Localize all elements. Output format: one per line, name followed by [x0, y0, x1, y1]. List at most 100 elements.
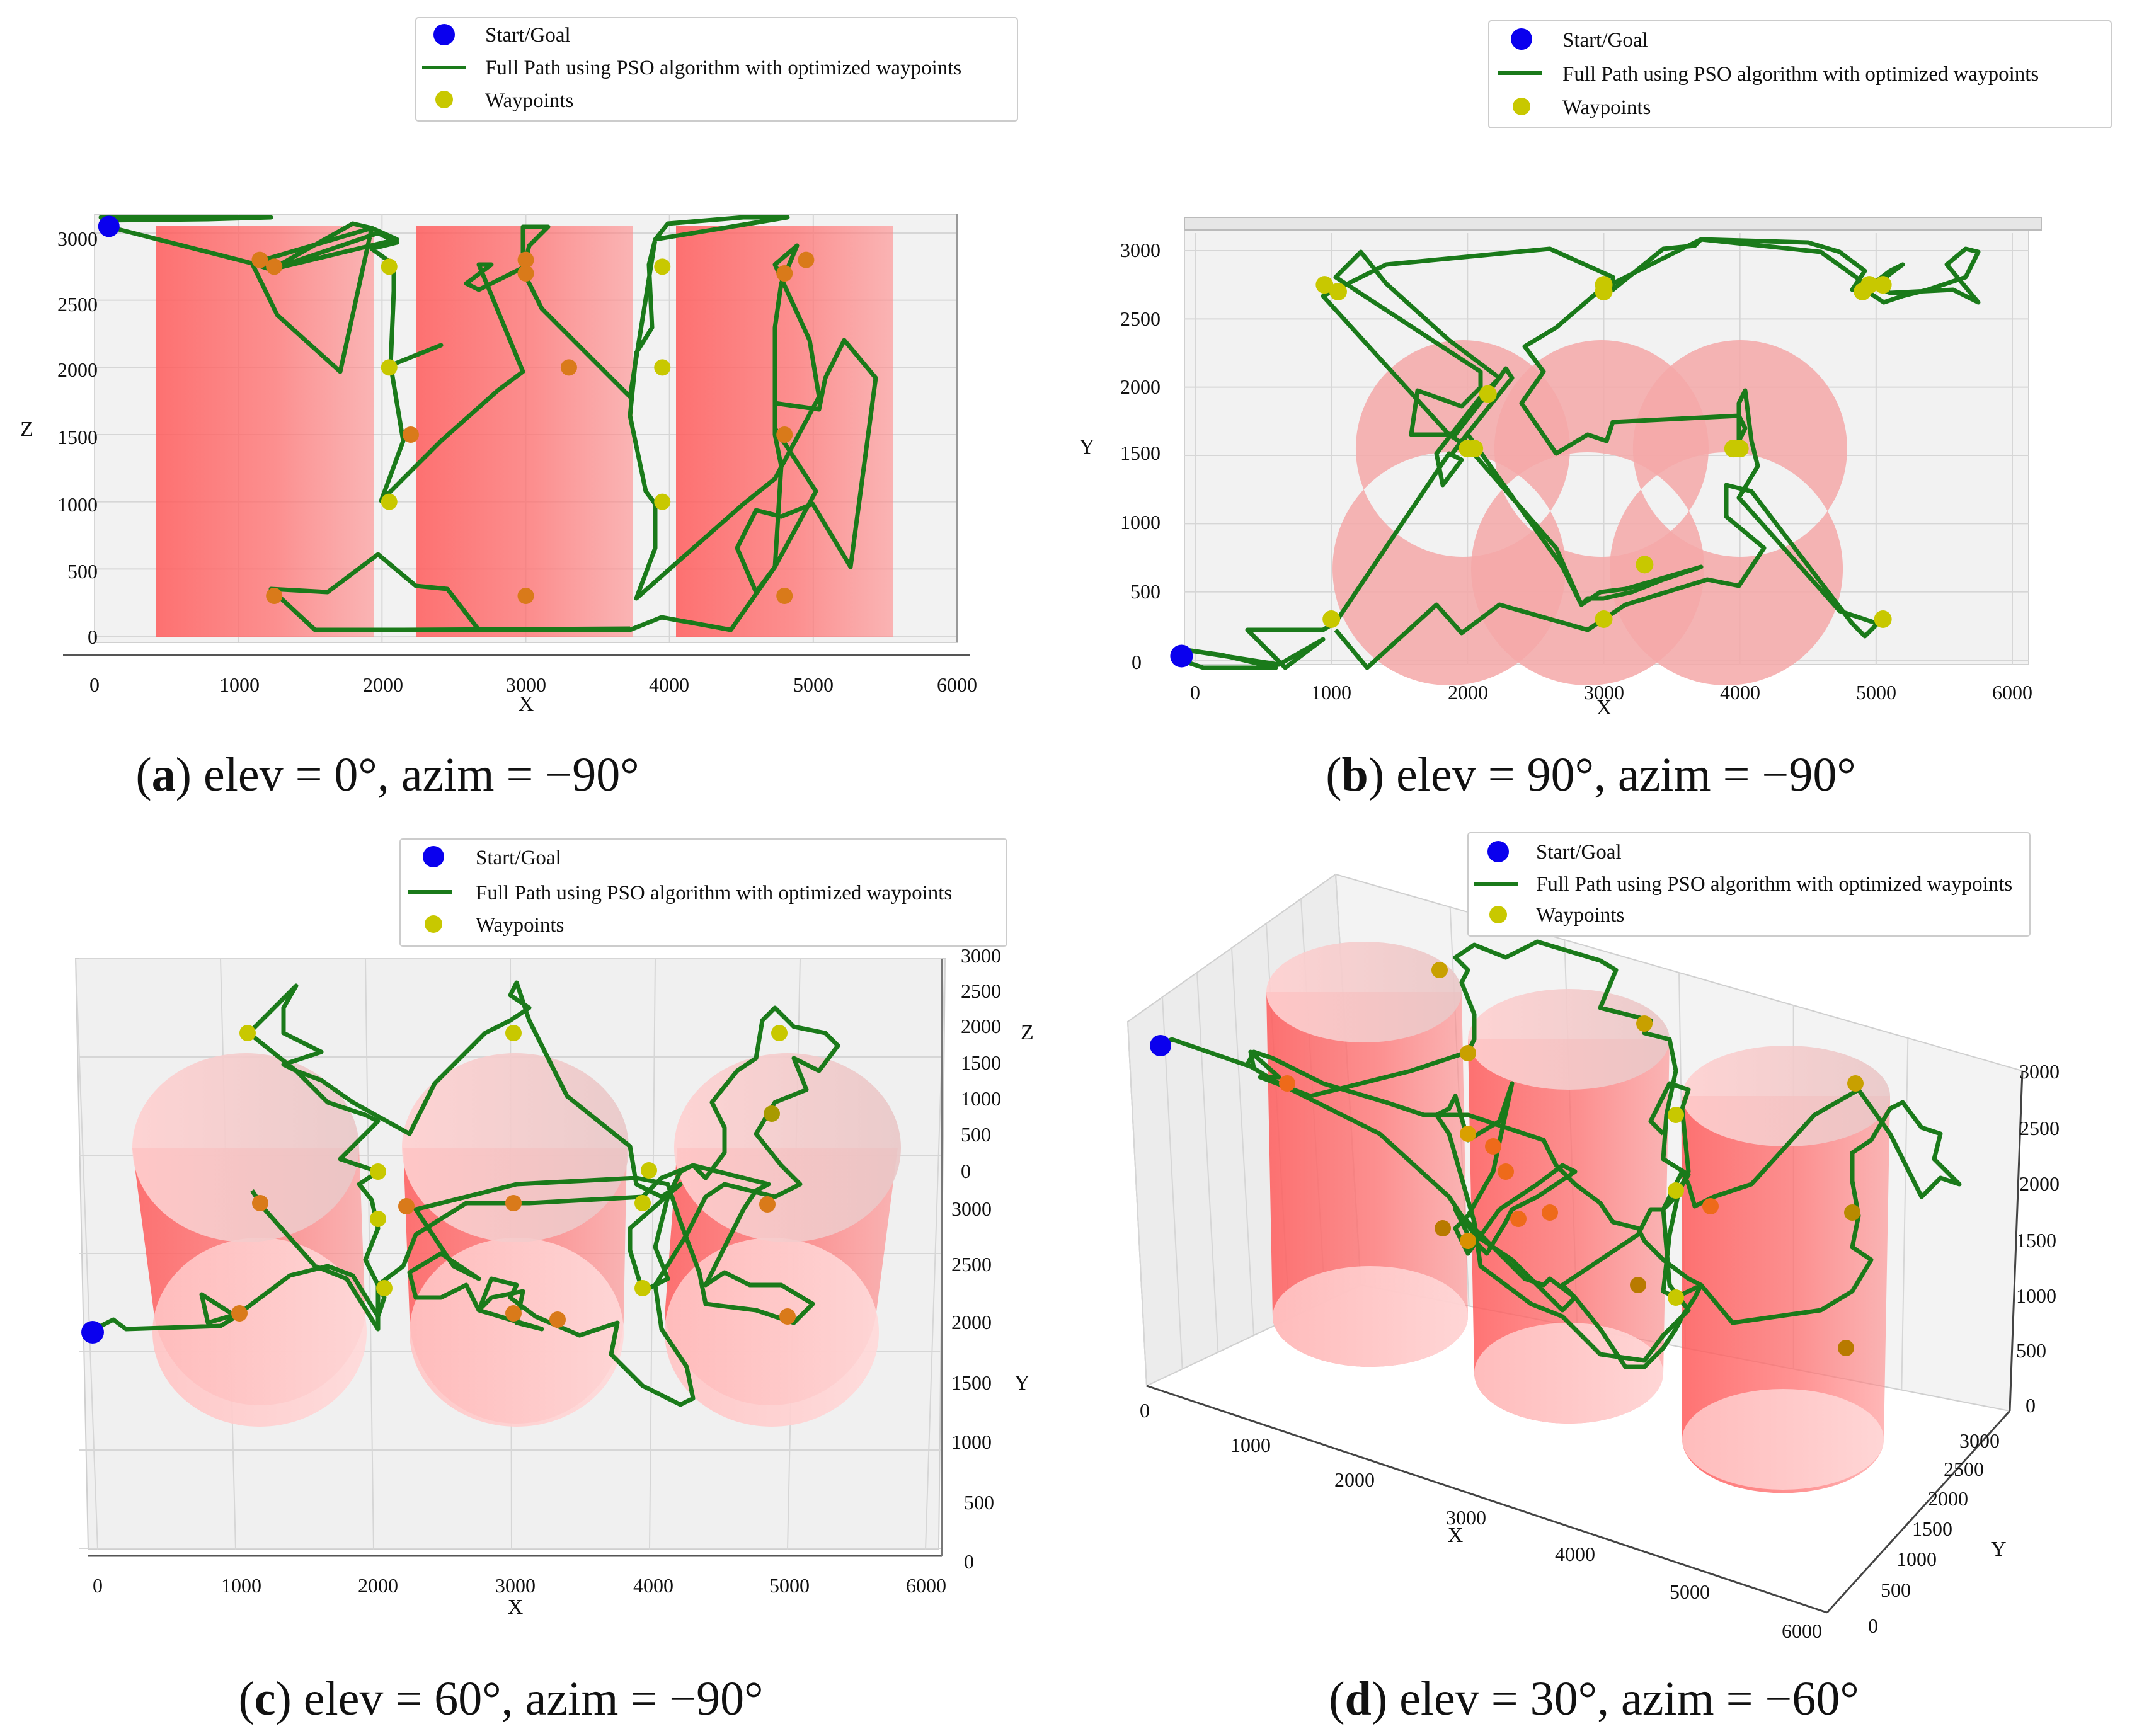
panel-d-z-tick-2000: 2000 [2019, 1172, 2060, 1195]
panel-d-caption-tag: d [1345, 1672, 1372, 1725]
panel-b-waypoint-marker [1315, 276, 1334, 294]
panel-a-waypoint-marker [517, 588, 534, 604]
panel-a-waypoint-marker [251, 251, 268, 268]
panel-d-waypoint-marker [1279, 1075, 1295, 1092]
panel-b-x-tick-6000: 6000 [1992, 681, 2032, 704]
panel-a-waypoint-marker [381, 258, 398, 275]
panel-a-x-tick-1000: 1000 [219, 673, 260, 696]
panel-d-obstacle-cylinder-3 [1682, 1046, 1890, 1493]
panel-b-legend-start-goal-label: Start/Goal [1562, 29, 1648, 52]
panel-c-y-tick-3000: 3000 [951, 1197, 992, 1220]
panel-b-x-tick-5000: 5000 [1856, 681, 1896, 704]
panel-d-grid-line-y [1231, 947, 1254, 1336]
panel-b-x-tick-0: 0 [1190, 681, 1200, 704]
panel-b-x-tick-3000: 3000 [1584, 681, 1624, 704]
panel-d-waypoint-marker [1702, 1198, 1719, 1214]
panel-d-waypoint-marker [1431, 962, 1448, 978]
panel-d-waypoint-marker [1668, 1289, 1684, 1306]
panel-d-grid-line-y [1196, 972, 1219, 1352]
panel-c-legend: Start/Goal Full Path using PSO algorithm… [399, 838, 1007, 947]
panel-c-y-tick-2000: 2000 [951, 1311, 992, 1333]
panel-b-pso-path-line [1174, 237, 1981, 670]
panel-b-waypoint-marker [1322, 610, 1341, 628]
panel-c-y-tick-2500: 2500 [951, 1253, 992, 1276]
panel-a-z-tick-500: 500 [67, 560, 98, 583]
panel-b-y-tick-2000: 2000 [1120, 375, 1161, 398]
panel-d-y-tick-500: 500 [1881, 1579, 1911, 1601]
panel-c-y-axis-label: Y [1014, 1371, 1030, 1395]
panel-a-waypoint-marker [266, 588, 283, 604]
panel-a-pso-path-line [98, 215, 878, 632]
panel-b-y-tick-3000: 3000 [1120, 239, 1161, 261]
panel-b-waypoint-marker [1874, 276, 1892, 294]
panel-d-waypoint-marker [1630, 1277, 1646, 1293]
panel-c-x-tick-6000: 6000 [906, 1574, 946, 1597]
panel-a-legend: Start/Goal Full Path using PSO algorithm… [415, 17, 1018, 122]
panel-a-waypoint-marker [654, 359, 671, 376]
panel-c-waypoint-marker [759, 1196, 776, 1213]
panel-c-waypoint-marker [505, 1025, 522, 1041]
panel-a-x-tick-6000: 6000 [937, 673, 977, 696]
panel-b-waypoint-marker [1595, 283, 1613, 300]
panel-d-legend-waypoints-marker [1489, 906, 1507, 923]
panel-c-caption-tag: c [255, 1672, 276, 1725]
panel-b-y-tick-1000: 1000 [1120, 511, 1161, 534]
panel-a-x-tick-2000: 2000 [363, 673, 403, 696]
panel-c-x-tick-1000: 1000 [221, 1574, 261, 1597]
panel-c-z-tick-3000: 3000 [961, 944, 1001, 967]
panel-d-legend-start-goal-marker [1487, 841, 1509, 862]
panel-a-waypoint-marker [654, 258, 671, 275]
panel-c-waypoint-marker [549, 1311, 566, 1328]
panel-a-caption: (a) elev = 0°, azim = −90° [135, 748, 639, 801]
panel-d-waypoint-marker [1435, 1220, 1451, 1236]
panel-a-z-tick-2000: 2000 [57, 358, 98, 381]
panel-c-legend-waypoints-marker [425, 915, 442, 933]
panel-d-y-axis-line [1826, 1410, 2011, 1614]
panel-a-legend-start-goal-label: Start/Goal [485, 24, 571, 47]
panel-b-waypoint-marker [1874, 610, 1892, 628]
panel-c-waypoint-marker [252, 1195, 268, 1211]
panel-d-waypoint-marker [1460, 1045, 1476, 1061]
panel-c-legend-start-goal-marker [423, 846, 444, 867]
panel-a-z-tick-1000: 1000 [57, 493, 98, 516]
panel-b-waypoint-marker [1479, 385, 1497, 403]
panel-a-obstacle-cylinder-2 [416, 226, 633, 637]
panel-c-z-tick-1000: 1000 [961, 1087, 1001, 1110]
panel-c: 0 1000 2000 3000 4000 5000 6000 X 0 500 … [74, 838, 1034, 1725]
panel-b-legend: Start/Goal Full Path using PSO algorithm… [1488, 20, 2112, 128]
panel-c-y-tick-0: 0 [964, 1550, 974, 1573]
panel-d-waypoint-marker [1485, 1138, 1501, 1155]
panel-c-pso-path-line [87, 980, 840, 1407]
panel-c-z-tick-500: 500 [961, 1123, 991, 1146]
panel-c-z-tick-2500: 2500 [961, 979, 1001, 1002]
panel-a-start-goal-marker [98, 215, 120, 237]
panel-a-waypoint-marker [776, 265, 793, 282]
panel-d-z-tick-500: 500 [2016, 1339, 2046, 1362]
panel-c-legend-path-label: Full Path using PSO algorithm with optim… [476, 882, 952, 905]
panel-c-waypoint-marker [239, 1025, 256, 1041]
panel-a-waypoint-marker [654, 493, 671, 510]
panel-a-legend-path-label: Full Path using PSO algorithm with optim… [485, 57, 961, 79]
panel-c-x-tick-5000: 5000 [769, 1574, 810, 1597]
panel-c-waypoint-marker [641, 1162, 657, 1179]
panel-c-waypoint-marker [231, 1305, 248, 1322]
panel-a-caption-text: elev = 0°, azim = −90° [203, 748, 639, 801]
panel-a-legend-waypoints-label: Waypoints [485, 89, 573, 112]
panel-c-y-tick-500: 500 [964, 1491, 994, 1514]
panel-c-y-tick-1500: 1500 [951, 1371, 992, 1394]
panel-a-x-axis-label: X [519, 692, 534, 716]
panel-a-waypoint-marker [776, 588, 793, 604]
panel-b-caption-tag: b [1342, 748, 1368, 801]
panel-c-obstacle-cylinder-3 [665, 1053, 901, 1427]
panel-d-waypoint-marker [1844, 1204, 1860, 1221]
panel-d-x-tick-4000: 4000 [1555, 1543, 1595, 1565]
panel-d-z-tick-3000: 3000 [2019, 1060, 2060, 1083]
panel-a-legend-start-goal-marker [433, 24, 455, 45]
panel-c-waypoint-marker [779, 1308, 796, 1325]
panel-c-x-axis-label: X [508, 1596, 524, 1619]
panel-d-y-axis-label: Y [1991, 1538, 2007, 1561]
panel-d-grid-line-y [1162, 996, 1183, 1369]
panel-a-waypoint-marker [776, 426, 793, 443]
panel-c-z-tick-0: 0 [961, 1160, 971, 1182]
panel-c-waypoint-marker [505, 1305, 522, 1322]
